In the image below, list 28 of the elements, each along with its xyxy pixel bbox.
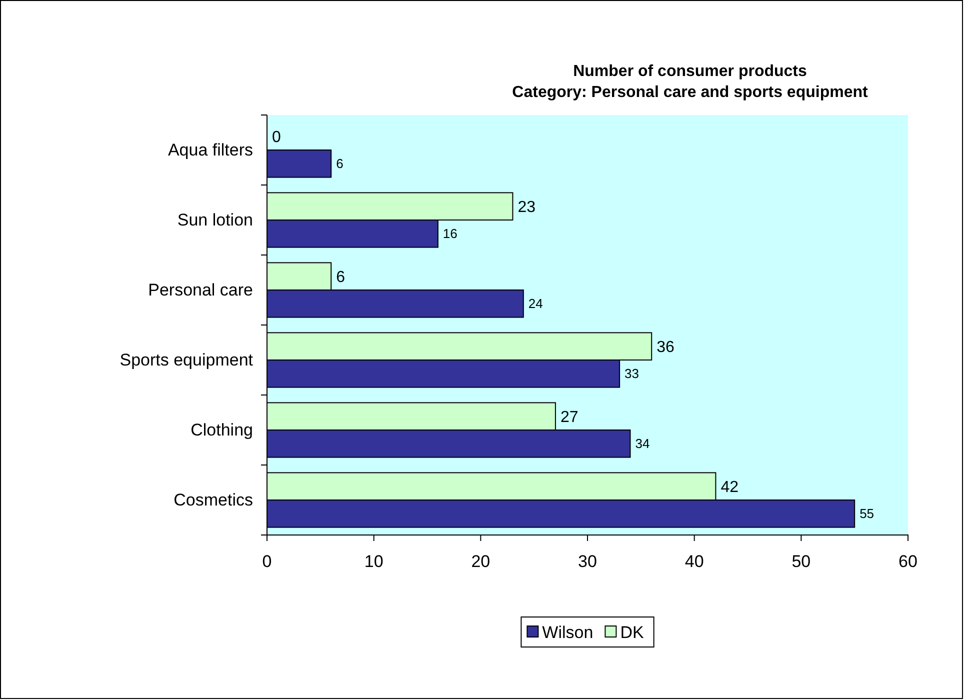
y-tick-label: Personal care (148, 280, 253, 300)
data-label: 55 (860, 506, 874, 522)
data-label: 24 (528, 296, 543, 312)
data-label: 16 (442, 226, 458, 242)
y-tick-label: Cosmetics (174, 490, 253, 510)
x-tick-label: 60 (898, 552, 918, 572)
y-tick-label: Sports equipment (120, 350, 254, 370)
legend-label: Wilson (542, 622, 594, 642)
chart-title: Number of consumer products Category: Personal care and sports equipment (512, 63, 868, 101)
data-label: 42 (720, 478, 739, 496)
data-label: 33 (624, 366, 640, 382)
data-label: 6 (336, 268, 346, 286)
data-label: 27 (560, 408, 578, 426)
x-tick-label: 40 (684, 552, 704, 572)
x-tick-label: 0 (262, 552, 272, 572)
y-tick-label: Aqua filters (168, 140, 253, 160)
y-tick-label: Sun lotion (177, 210, 253, 230)
y-tick-label: Clothing (190, 420, 253, 440)
x-tick-label: 50 (792, 552, 811, 572)
x-tick-label: 20 (471, 552, 490, 572)
x-tick-label: 10 (364, 552, 384, 572)
legend-label: DK (620, 622, 644, 642)
data-label: 6 (336, 156, 344, 172)
data-label: 0 (272, 128, 281, 146)
data-label: 36 (656, 338, 674, 356)
data-label: 23 (518, 198, 536, 216)
x-tick-label: 30 (578, 552, 597, 572)
data-label: 34 (635, 436, 650, 452)
